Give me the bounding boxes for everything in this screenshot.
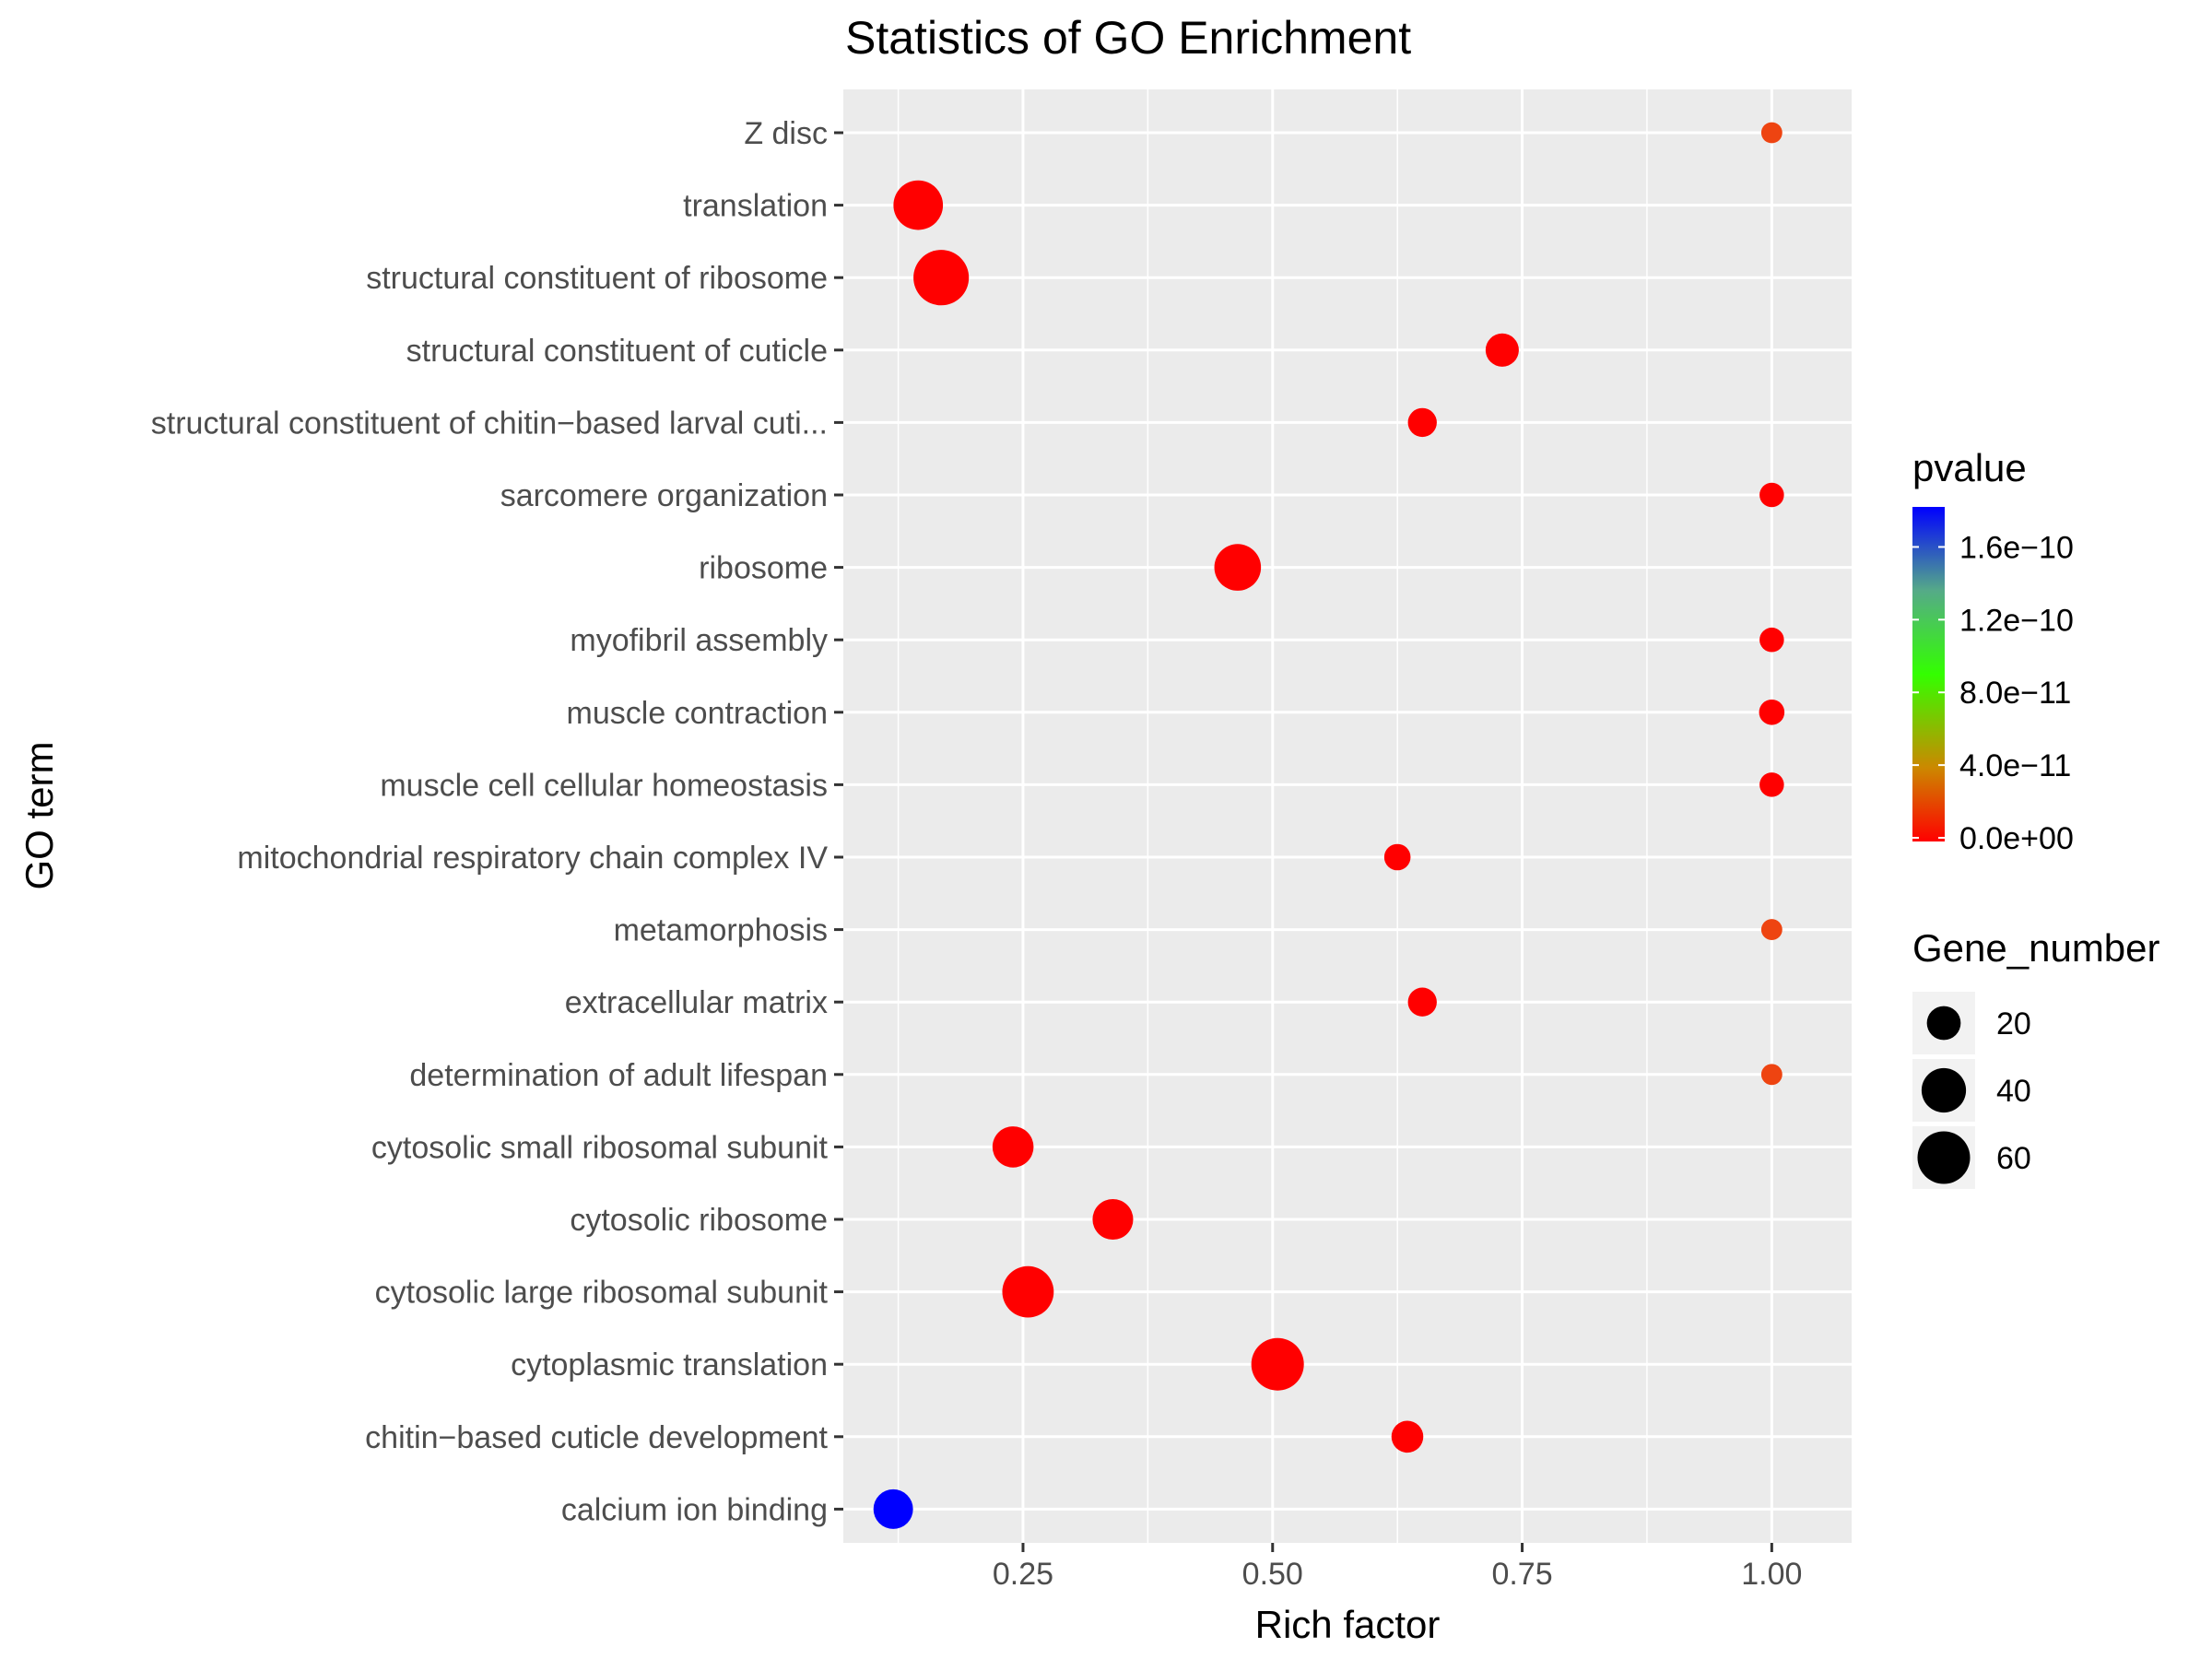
gene-number-key-dot (1926, 1006, 1961, 1041)
pvalue-tick-label: 0.0e+00 (1959, 821, 2074, 856)
data-point (1760, 1064, 1783, 1086)
data-point (1759, 700, 1785, 725)
pvalue-tick-label: 8.0e−11 (1959, 676, 2071, 711)
y-tick-label: cytoplasmic translation (511, 1347, 828, 1382)
gene-number-key-label: 20 (1996, 1006, 2031, 1041)
pvalue-legend-ticks: 0.0e+00 4.0e−11 8.0e−11 1.2e−10 1.6e−10 (1912, 530, 2074, 856)
pvalue-tick-label: 4.0e−11 (1959, 748, 2071, 783)
gene-number-key-dot (1917, 1131, 1971, 1184)
y-tick-label: cytosolic small ribosomal subunit (371, 1130, 829, 1165)
pvalue-tick-label: 1.6e−10 (1959, 530, 2074, 565)
data-point (1383, 843, 1411, 871)
data-point (873, 1488, 913, 1529)
data-point (1760, 919, 1783, 941)
y-tick-label: metamorphosis (614, 913, 828, 948)
y-tick-label: extracellular matrix (565, 985, 828, 1020)
y-tick-label: determination of adult lifespan (409, 1058, 828, 1093)
data-points (873, 122, 1785, 1529)
y-tick-label: ribosome (699, 551, 828, 586)
chart-title: Statistics of GO Enrichment (845, 12, 1411, 64)
data-point (1251, 1337, 1304, 1391)
data-point (1759, 627, 1784, 653)
data-point (1407, 407, 1437, 438)
y-tick-label: cytosolic ribosome (570, 1203, 828, 1238)
y-tick-label: Z disc (744, 116, 828, 151)
x-axis-title: Rich factor (1255, 1603, 1441, 1646)
pvalue-tick-label: 1.2e−10 (1959, 603, 2074, 638)
y-tick-label: structural constituent of ribosome (366, 261, 828, 296)
data-point (1092, 1198, 1134, 1241)
data-point (1759, 482, 1784, 508)
x-tick-label: 0.25 (993, 1557, 1053, 1592)
y-tick-label: muscle contraction (567, 696, 828, 731)
data-point (1391, 1420, 1424, 1453)
y-tick-label: calcium ion binding (561, 1492, 828, 1527)
pvalue-legend-title: pvalue (1912, 446, 2027, 489)
gene-number-legend-keys: 20 40 60 (1912, 992, 2031, 1189)
x-tick-label: 0.75 (1491, 1557, 1552, 1592)
data-point (913, 250, 970, 306)
y-tick-label: sarcomere organization (500, 478, 828, 513)
y-tick-label: translation (683, 189, 828, 224)
pvalue-colorbar (1912, 507, 1945, 841)
y-tick-label: cytosolic large ribosomal subunit (375, 1276, 829, 1311)
y-tick-label: structural constituent of chitin−based l… (151, 406, 828, 441)
y-tick-label: myofibril assembly (570, 623, 828, 658)
data-point (992, 1126, 1034, 1168)
y-axis-title: GO term (18, 741, 61, 889)
data-point (1759, 772, 1784, 797)
x-tick-label: 0.50 (1242, 1557, 1303, 1592)
y-tick-label: mitochondrial respiratory chain complex … (237, 841, 828, 876)
x-tick-label: 1.00 (1741, 1557, 1802, 1592)
y-tick-label: muscle cell cellular homeostasis (380, 768, 828, 803)
gene-number-legend: Gene_number 20 40 60 (1912, 926, 2160, 1189)
gene-number-key-label: 60 (1996, 1141, 2031, 1176)
plot-panel (843, 89, 1852, 1543)
major-gridlines (843, 89, 1852, 1543)
data-point (1407, 987, 1437, 1017)
data-point (1760, 122, 1783, 144)
minor-gridlines (897, 89, 1648, 1543)
x-axis: 0.25 0.50 0.75 1.00 (993, 1543, 1802, 1592)
gene-number-legend-title: Gene_number (1912, 926, 2160, 970)
gene-number-key-dot (1921, 1067, 1967, 1113)
data-point (1002, 1265, 1054, 1318)
y-tick-label: structural constituent of cuticle (406, 334, 828, 369)
data-point (1485, 333, 1519, 367)
y-axis: Z disc translation structural constituent … (151, 116, 843, 1527)
y-tick-label: chitin−based cuticle development (365, 1420, 828, 1455)
pvalue-legend: pvalue 0.0e+00 4.0e−11 8.0e−11 1.2e−10 1.6e−… (1912, 446, 2074, 856)
data-point (893, 180, 944, 230)
gene-number-key-label: 40 (1996, 1074, 2031, 1109)
data-point (1214, 544, 1262, 591)
